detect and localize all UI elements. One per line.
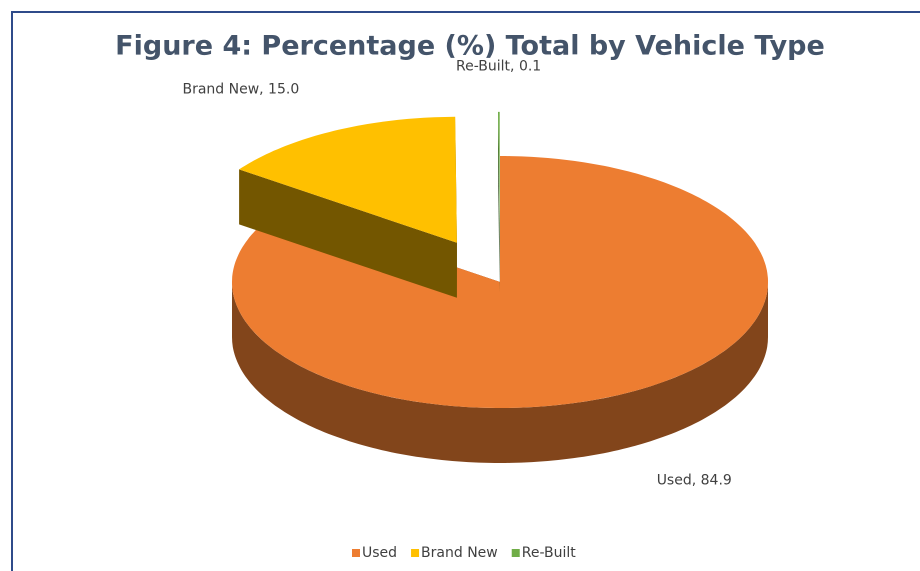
slice-wall <box>239 169 457 298</box>
pie: Used, 84.9 Brand New, 15.0 Re-Built, 0.1 <box>182 59 768 488</box>
legend-swatch <box>411 549 420 557</box>
legend-swatch <box>511 549 520 557</box>
chart-title: Figure 4: Percentage (%) Total by Vehicl… <box>115 31 825 62</box>
data-label: Brand New, 15.0 <box>182 82 299 98</box>
slice <box>498 111 500 293</box>
slice-top <box>498 111 500 238</box>
legend-label: Brand New <box>421 545 498 561</box>
slice-wall <box>498 111 500 293</box>
data-label: Re-Built, 0.1 <box>456 59 541 75</box>
slice-top <box>239 116 457 243</box>
slice-top <box>232 156 768 408</box>
legend: Used Brand New Re-Built <box>352 545 576 561</box>
data-label: Used, 84.9 <box>657 472 732 488</box>
legend-swatch <box>352 549 360 557</box>
legend-label: Used <box>362 545 397 561</box>
slice-side <box>232 282 768 463</box>
slice <box>239 116 457 298</box>
legend-label: Re-Built <box>522 545 577 561</box>
